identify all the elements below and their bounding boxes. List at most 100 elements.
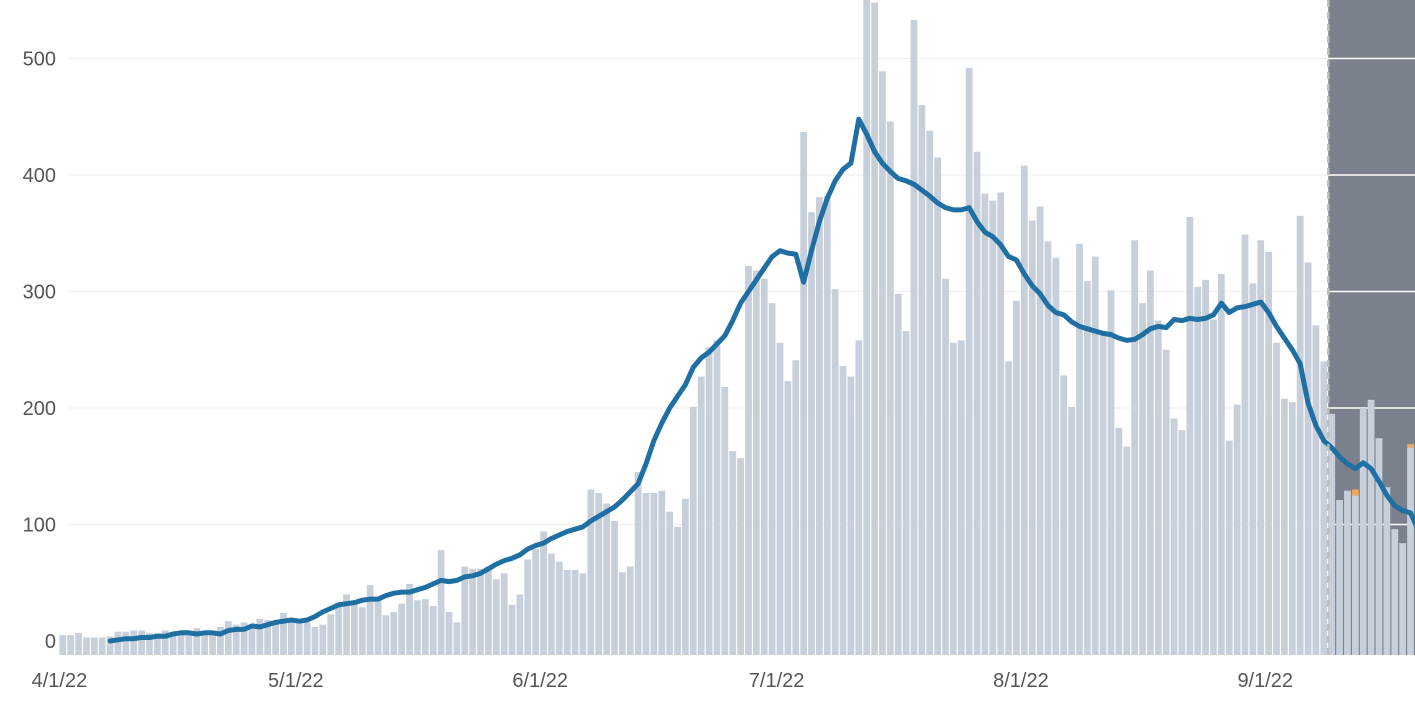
bar-day-90	[768, 303, 776, 655]
bar-day-152	[1257, 240, 1265, 656]
bar-day-142	[1178, 430, 1186, 655]
bar-day-10	[138, 630, 146, 655]
bar-day-62	[548, 553, 555, 655]
bar-day-154	[1273, 342, 1280, 655]
bar-day-138	[1147, 270, 1154, 655]
x-tick-label-5-1-22: 5/1/22	[268, 670, 324, 692]
bar-day-56	[500, 573, 508, 655]
bar-day-106	[894, 293, 902, 655]
bar-day-155	[1281, 398, 1288, 655]
bar-day-87	[745, 265, 752, 655]
bar-day-30	[295, 620, 303, 655]
bar-day-108	[910, 20, 918, 656]
bar-day-136	[1131, 240, 1139, 656]
bar-day-85	[729, 451, 737, 655]
bar-day-126	[1052, 257, 1060, 655]
x-axis: 4/1/22 5/1/22 6/1/22 7/1/22 8/1/22 9/1/22	[32, 670, 1293, 692]
bar-day-143	[1186, 216, 1194, 655]
bar-day-125	[1044, 241, 1052, 655]
bar-day-130	[1083, 281, 1091, 655]
bar-day-150	[1241, 234, 1249, 656]
bar-day-45	[414, 600, 421, 655]
pending-bar-10	[1407, 444, 1414, 448]
bar-day-117	[981, 193, 989, 655]
bar-day-124	[1036, 206, 1044, 655]
bar-day-170	[1399, 543, 1407, 655]
bar-day-51	[461, 566, 469, 655]
bar-day-44	[406, 583, 413, 655]
bar-day-149	[1233, 404, 1241, 655]
bar-day-164	[1351, 495, 1359, 655]
bar-day-1	[67, 635, 75, 655]
average-line	[107, 116, 1415, 644]
bar-day-156	[1288, 402, 1296, 655]
bar-day-140	[1162, 349, 1170, 655]
bar-day-35	[335, 602, 343, 655]
bar-day-134	[1115, 427, 1123, 655]
y-tick-label-300: 300	[23, 282, 56, 304]
bar-day-129	[1076, 243, 1083, 656]
bar-day-97	[823, 195, 831, 655]
bar-day-57	[508, 604, 516, 655]
bar-day-60	[532, 548, 540, 655]
bar-day-110	[926, 130, 934, 656]
bar-day-139	[1154, 320, 1162, 655]
bar-day-43	[398, 603, 406, 655]
bar-day-55	[492, 579, 500, 655]
bar-day-169	[1391, 529, 1399, 655]
bar-day-18	[201, 632, 209, 655]
bar-day-2	[75, 632, 82, 655]
bar-day-151	[1249, 283, 1257, 655]
bar-day-66	[579, 573, 587, 655]
bar-day-47	[429, 606, 437, 655]
bar-day-89	[760, 278, 768, 655]
bar-day-118	[989, 200, 997, 655]
bar-day-68	[595, 493, 603, 655]
bar-day-37	[351, 601, 358, 655]
bar-day-63	[555, 561, 563, 655]
bar-day-132	[1099, 333, 1107, 655]
bar-day-72	[626, 566, 634, 655]
bar-day-26	[264, 620, 272, 655]
bar-day-3	[83, 637, 90, 655]
bar-day-98	[831, 289, 839, 655]
bar-day-58	[516, 594, 524, 655]
bar-day-59	[524, 559, 532, 655]
x-tick-label-9-1-22: 9/1/22	[1237, 670, 1293, 692]
bar-day-24	[248, 624, 256, 655]
bar-day-17	[193, 628, 201, 655]
bar-day-92	[784, 381, 792, 655]
bar-day-29	[287, 621, 295, 655]
bar-day-146	[1210, 319, 1217, 655]
bar-day-15	[177, 634, 185, 655]
bar-day-27	[272, 622, 279, 655]
bar-day-163	[1344, 490, 1351, 655]
bar-day-32	[311, 627, 319, 655]
y-tick-label-500: 500	[23, 49, 56, 71]
bar-day-167	[1375, 438, 1383, 655]
bar-day-50	[453, 622, 461, 655]
moving-average-line	[107, 116, 1415, 644]
x-tick-label-7-1-22: 7/1/22	[749, 670, 805, 692]
bar-day-20	[217, 627, 224, 655]
bar-day-28	[280, 613, 287, 655]
bar-day-157	[1296, 215, 1304, 655]
bar-day-93	[792, 360, 800, 655]
bar-day-82	[705, 347, 713, 655]
bar-day-53	[477, 568, 484, 655]
bar-day-6	[106, 636, 114, 655]
bar-day-14	[169, 632, 177, 655]
bar-day-39	[366, 585, 374, 655]
bar-day-73	[634, 472, 642, 655]
bar-day-94	[800, 131, 808, 655]
bar-day-4	[90, 637, 98, 655]
bar-day-36	[343, 594, 350, 655]
bar-day-22	[232, 624, 240, 655]
bar-day-12	[153, 632, 161, 655]
pending-bar-3	[1351, 489, 1359, 496]
y-tick-label-0: 0	[45, 631, 56, 653]
bar-day-96	[816, 197, 823, 655]
bar-day-74	[642, 493, 650, 655]
bar-day-41	[382, 615, 390, 655]
